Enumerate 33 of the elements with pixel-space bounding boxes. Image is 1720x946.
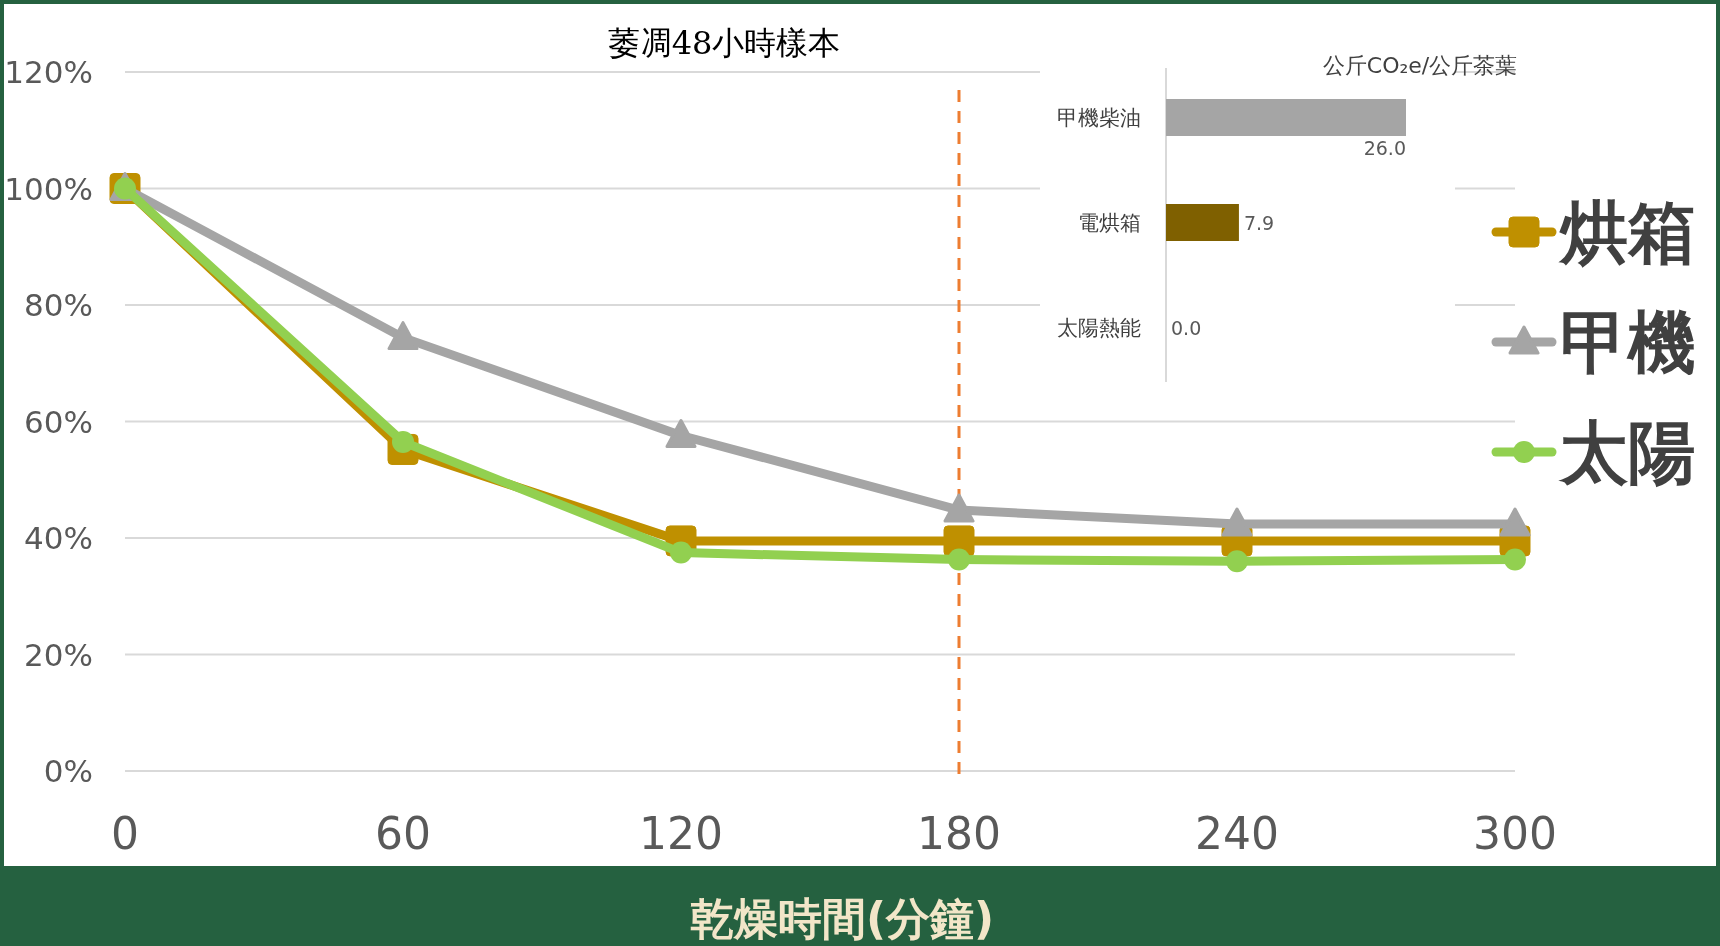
y-tick-label: 120% <box>4 54 93 90</box>
point <box>387 321 419 351</box>
point <box>1504 548 1526 571</box>
legend-label: 太陽 <box>1558 413 1696 492</box>
legend-label: 甲機 <box>1560 303 1696 382</box>
point <box>1499 507 1531 537</box>
data-label: 7.9 <box>1243 212 1275 234</box>
x-tick-label: 0 <box>111 808 139 859</box>
y-tick-label: 80% <box>24 287 93 323</box>
x-tick-label: 300 <box>1473 808 1557 859</box>
point <box>1221 507 1253 537</box>
point <box>943 493 975 523</box>
x-axis-title: 乾燥時間(分鐘) <box>689 893 995 944</box>
point <box>665 418 697 448</box>
x-tick-label: 60 <box>375 808 431 859</box>
x-tick-label: 120 <box>639 808 723 859</box>
point <box>948 548 970 571</box>
data-label: 0.0 <box>1171 317 1202 339</box>
chart-title: 萎凋48小時樣本 <box>607 24 841 62</box>
x-tick-label: 180 <box>917 808 1001 859</box>
point <box>1226 550 1248 573</box>
data-label: 26.0 <box>1363 137 1406 159</box>
y-tick-label: 0% <box>43 753 93 789</box>
y-tick-label: 20% <box>24 636 93 673</box>
x-tick-label: 240 <box>1195 808 1279 859</box>
y-tick-label: 100% <box>4 170 93 207</box>
y-tick-label: 太陽熱能 <box>1057 316 1141 340</box>
y-tick-label: 60% <box>24 403 93 440</box>
y-tick-label: 40% <box>24 520 93 556</box>
y-tick-label: 甲機柴油 <box>1057 106 1141 130</box>
y-tick-label: 電烘箱 <box>1078 211 1141 235</box>
chart-title: 公斤CO₂e/公斤茶葉 <box>1322 53 1518 78</box>
legend-label: 烘箱 <box>1558 193 1696 272</box>
